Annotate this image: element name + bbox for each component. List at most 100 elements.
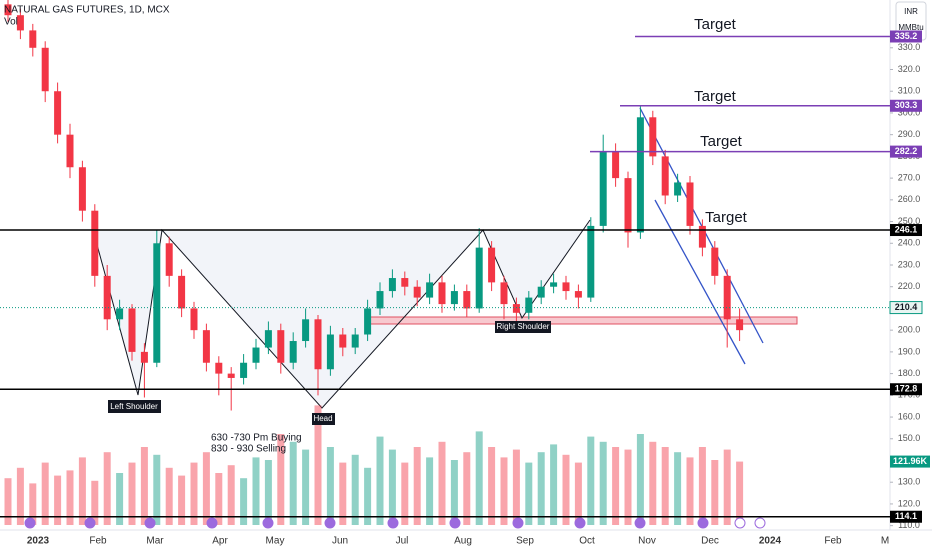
volume-bar <box>4 478 12 525</box>
candle-body <box>202 330 210 363</box>
label-box <box>312 413 335 425</box>
candle-body <box>54 91 62 135</box>
candle-body <box>599 152 607 226</box>
volume-bar <box>587 436 595 525</box>
level-tag <box>890 383 922 396</box>
x-tick-label: May <box>266 536 285 547</box>
level-tag-label: 282.2 <box>895 146 918 156</box>
event-icon[interactable] <box>734 517 746 529</box>
x-tick-label: Sep <box>516 536 534 547</box>
candle-body <box>686 182 694 226</box>
candle-body <box>128 308 136 352</box>
candle-body <box>29 30 37 48</box>
candle-body <box>277 330 285 363</box>
volume-bar <box>636 434 644 525</box>
volume-bar <box>190 462 198 525</box>
volume-bar <box>66 470 74 525</box>
y-tick-label: 260.0 <box>898 194 921 204</box>
channel-upper <box>639 107 764 344</box>
y-tick-label: 290.0 <box>898 129 921 139</box>
event-icon[interactable] <box>697 517 709 529</box>
support-zone <box>369 316 798 325</box>
x-tick-label: Mar <box>146 536 164 547</box>
volume-bar <box>599 441 607 525</box>
event-icon[interactable] <box>206 517 218 529</box>
candle-body <box>227 373 235 378</box>
candle-body <box>140 351 148 363</box>
y-tick-label: 220.0 <box>898 281 921 291</box>
candle-body <box>4 4 12 16</box>
volume-title: Vol <box>4 17 18 28</box>
level-tag <box>890 99 922 112</box>
event-icon[interactable] <box>512 517 524 529</box>
level-tag-label: 335.2 <box>895 31 918 41</box>
volume-bar <box>537 452 545 525</box>
level-tag-label: 246.1 <box>895 224 918 234</box>
candle-body <box>488 247 496 283</box>
volume-bar <box>252 457 260 525</box>
volume-bar <box>227 465 235 525</box>
level-tag <box>890 510 922 523</box>
candle-body <box>326 334 334 370</box>
y-tick-label: 130.0 <box>898 477 921 487</box>
volume-bar <box>16 467 24 525</box>
volume-bar <box>202 452 210 525</box>
y-tick-label: 200.0 <box>898 325 921 335</box>
event-icon[interactable] <box>324 517 336 529</box>
volume-tag-label: 121.96K <box>893 456 928 466</box>
volume-bar <box>41 462 49 525</box>
volume-bar <box>165 467 173 525</box>
y-tick-label: 180.0 <box>898 368 921 378</box>
candle-body <box>574 291 582 298</box>
event-icon[interactable] <box>574 517 586 529</box>
event-icon[interactable] <box>24 517 36 529</box>
volume-bar <box>488 447 496 525</box>
candle-body <box>562 282 570 292</box>
y-tick-label: 270.0 <box>898 172 921 182</box>
candle-body <box>364 308 372 335</box>
candle-body <box>16 15 24 31</box>
right-shoulder-label: Right Shoulder <box>497 322 550 331</box>
volume-bar <box>364 467 372 525</box>
x-tick-label: M <box>881 536 889 547</box>
event-icon[interactable] <box>84 517 96 529</box>
candle-body <box>116 308 124 320</box>
candle-body <box>661 156 669 196</box>
volume-bar <box>302 449 310 525</box>
candle-body <box>302 319 310 342</box>
left-shoulder-label: Left Shoulder <box>110 402 158 411</box>
event-icon[interactable] <box>634 517 646 529</box>
note: 630 -730 Pm Buying <box>211 433 302 444</box>
event-icon[interactable] <box>144 517 156 529</box>
unit: MMBtu <box>898 23 923 32</box>
volume-bar <box>91 480 99 525</box>
candle-body <box>649 117 657 157</box>
level-tag <box>890 30 922 43</box>
candle-body <box>413 286 421 298</box>
candle-body <box>450 291 458 305</box>
event-icon[interactable] <box>387 517 399 529</box>
volume-bar <box>215 473 223 525</box>
event-icon[interactable] <box>754 517 766 529</box>
volume-bar <box>178 475 186 525</box>
target-label: Target <box>705 209 748 226</box>
level-tag <box>890 145 922 158</box>
y-tick-label: 300.0 <box>898 107 921 117</box>
volume-bar <box>401 462 409 525</box>
event-icon[interactable] <box>262 517 274 529</box>
candle-body <box>624 178 632 233</box>
volume-bar <box>413 447 421 525</box>
y-tick-label: 250.0 <box>898 216 921 226</box>
volume-bar <box>475 431 483 525</box>
x-tick-label: 2023 <box>27 536 50 547</box>
event-icon[interactable] <box>449 517 461 529</box>
level-tag-label: 303.3 <box>895 100 918 110</box>
candle-body <box>178 275 186 309</box>
label-box <box>495 321 551 333</box>
marks <box>4 0 744 525</box>
volume-bar <box>674 452 682 525</box>
candle-body <box>512 304 520 313</box>
label-box <box>108 400 161 413</box>
volume-bar <box>736 461 744 525</box>
y-tick-label: 310.0 <box>898 86 921 96</box>
